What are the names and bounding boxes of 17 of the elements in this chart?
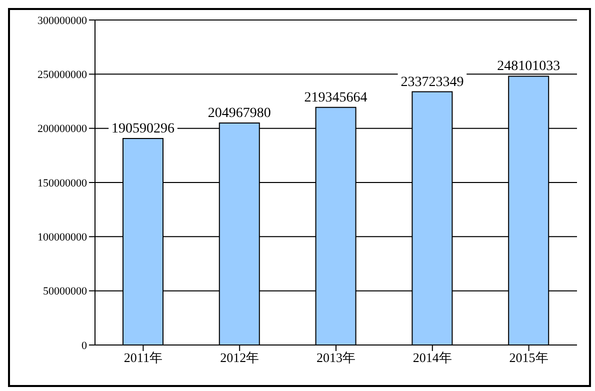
data-label: 248101033 xyxy=(497,59,560,74)
y-tick-label: 250000000 xyxy=(38,69,88,82)
data-label: 219345664 xyxy=(304,90,368,106)
y-tick-label: 100000000 xyxy=(38,232,88,244)
y-tick-label: 300000000 xyxy=(38,14,88,27)
x-tick-label: 2015年 xyxy=(509,350,548,366)
data-label: 233723349 xyxy=(400,74,464,90)
y-tick-label: 50000000 xyxy=(43,286,88,298)
x-tick-label: 2014年 xyxy=(412,350,452,366)
y-tick-label: 200000000 xyxy=(38,123,88,136)
y-tick-label: 0 xyxy=(82,340,88,352)
x-tick-label: 2011年 xyxy=(124,350,162,366)
data-label: 204967980 xyxy=(208,106,271,121)
x-tick-label: 2013年 xyxy=(316,350,356,366)
y-tick-label: 150000000 xyxy=(38,177,88,190)
data-label: 190590296 xyxy=(112,122,174,137)
x-tick-label: 2012年 xyxy=(220,350,260,366)
